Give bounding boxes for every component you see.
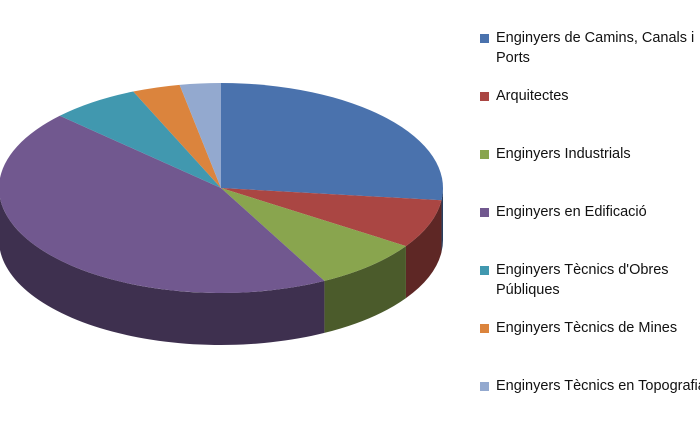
legend-label: Enginyers de Camins, Canals i Ports: [496, 30, 695, 66]
legend-label: Enginyers Industrials: [496, 146, 631, 162]
legend-swatch: [480, 382, 489, 391]
legend-label: Enginyers Tècnics de Mines: [496, 320, 678, 336]
slice: [59, 91, 221, 188]
slice: [221, 188, 406, 281]
legend-swatch: [480, 150, 489, 159]
legend-swatch: [480, 266, 489, 275]
slice-side: [441, 188, 443, 253]
slice: [221, 83, 443, 201]
slice: [133, 84, 221, 188]
slice-side: [405, 200, 442, 299]
legend-item: Enginyers de Camins, Canals i Ports: [480, 28, 700, 68]
legend-item: Enginyers Tècnics d'Obres Públiques: [480, 260, 700, 300]
legend-label: Enginyers Tècnics en Topografia: [496, 378, 700, 394]
legend-swatch: [480, 92, 489, 101]
legend-item: Enginyers Tècnics de Mines: [480, 318, 700, 338]
slice-side: [0, 197, 325, 345]
chart: [0, 83, 443, 345]
legend-item: Arquitectes: [480, 86, 700, 106]
legend-item: Enginyers Tècnics en Topografia: [480, 376, 700, 396]
legend-swatch: [480, 208, 489, 217]
legend-label: Arquitectes: [496, 88, 569, 104]
legend-item: Enginyers en Edificació: [480, 202, 700, 222]
legend-swatch: [480, 324, 489, 333]
legend-label: Enginyers Tècnics d'Obres Públiques: [496, 262, 669, 298]
legend-swatch: [480, 34, 489, 43]
legend-item: Enginyers Industrials: [480, 144, 700, 164]
slice: [0, 115, 325, 293]
slice: [221, 188, 442, 247]
legend-label: Enginyers en Edificació: [496, 204, 647, 220]
slice-side: [324, 246, 406, 333]
slice: [179, 83, 221, 188]
